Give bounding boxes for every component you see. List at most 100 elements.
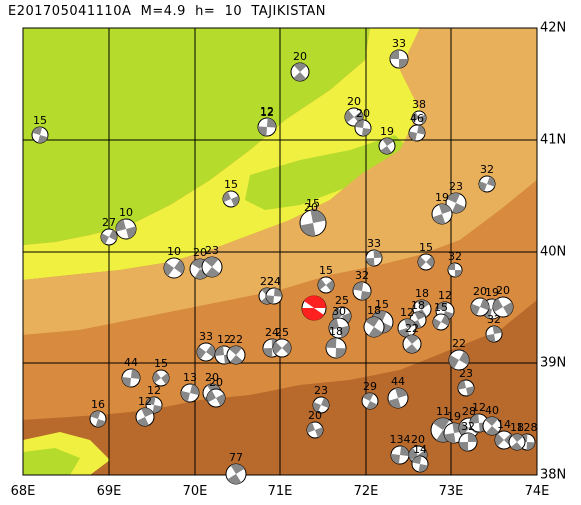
focal-mechanism: [485, 325, 503, 343]
lon-label-68: 68E: [10, 484, 36, 499]
depth-label: 30: [332, 305, 346, 318]
focal-mechanism: [152, 369, 170, 387]
depth-label: 12: [138, 395, 152, 408]
focal-mechanism: [201, 256, 223, 278]
focal-mechanism: [365, 249, 383, 267]
depth-label: 24: [265, 326, 279, 339]
depth-label: 32: [487, 313, 501, 326]
depth-label: 12: [217, 333, 231, 346]
depth-label: 24: [267, 275, 281, 288]
depth-label: 28: [462, 405, 476, 418]
focal-mechanism: [432, 313, 450, 331]
depth-label: 128: [517, 421, 538, 434]
focal-mechanism: [363, 316, 385, 338]
depth-label: 15: [154, 357, 168, 370]
lon-label-74: 74E: [524, 484, 550, 499]
depth-label: 20: [496, 284, 510, 297]
depth-label: 18: [415, 287, 429, 300]
depth-label: 32: [461, 420, 475, 433]
main-event-mechanism: [301, 295, 327, 321]
depth-label: 27: [102, 216, 116, 229]
focal-mechanism: [458, 432, 478, 452]
depth-label: 10: [167, 245, 181, 258]
focal-mechanism: [447, 262, 463, 278]
depth-label: 18: [510, 421, 524, 434]
depth-label: 14: [413, 443, 427, 456]
depth-label: 13: [183, 371, 197, 384]
focal-mechanism: [121, 368, 141, 388]
depth-label: 22: [405, 322, 419, 335]
focal-mechanism: [448, 349, 470, 371]
depth-label: 19: [447, 410, 461, 423]
depth-label: 33: [392, 37, 406, 50]
depth-label: 32: [480, 163, 494, 176]
focal-mechanism: [445, 192, 467, 214]
focal-mechanism: [265, 287, 283, 305]
focal-mechanism: [317, 276, 335, 294]
lat-label-39: 39N: [540, 355, 567, 371]
depth-label: 16: [91, 398, 105, 411]
focal-mechanism: [206, 388, 226, 408]
depth-label: 33: [367, 237, 381, 250]
focal-mechanism: [411, 110, 427, 126]
lat-label-42: 42N: [540, 20, 567, 36]
depth-label: 44: [391, 375, 405, 388]
depth-label: 134: [390, 433, 411, 446]
lon-label-71: 71E: [267, 484, 293, 499]
focal-mechanism: [417, 253, 435, 271]
focal-mechanism: [387, 387, 409, 409]
lon-label-70: 70E: [182, 484, 208, 499]
depth-label: 38: [412, 98, 426, 111]
depth-label: 32: [355, 269, 369, 282]
depth-label: 40: [485, 404, 499, 417]
depth-label: 15: [375, 298, 389, 311]
focal-mechanism: [402, 334, 422, 354]
depth-label: 20: [193, 246, 207, 259]
focal-mechanism: [89, 410, 107, 428]
focal-mechanism: [325, 337, 347, 359]
depth-label: 18: [329, 325, 343, 338]
depth-label: 23: [459, 367, 473, 380]
lat-label-40: 40N: [540, 244, 567, 260]
depth-label: 12: [260, 105, 274, 118]
focal-mechanism: [494, 430, 514, 450]
focal-mechanism: [478, 175, 496, 193]
depth-label: 77: [229, 451, 243, 464]
depth-label: 12: [260, 106, 274, 119]
depth-label: 15: [33, 114, 47, 127]
depth-label: 19: [485, 286, 499, 299]
focal-mechanism: [411, 455, 429, 473]
focal-mechanism: [196, 342, 216, 362]
terrain-south-lowland: [23, 448, 80, 475]
focal-mechanism: [312, 396, 330, 414]
depth-label: 44: [124, 356, 138, 369]
depth-label: 12: [400, 306, 414, 319]
depth-label: 32: [448, 250, 462, 263]
depth-label: 20: [304, 201, 318, 214]
depth-label: 20: [308, 409, 322, 422]
focal-mechanism: [100, 228, 118, 246]
depth-label: 25: [275, 326, 289, 339]
focal-mechanism: [272, 338, 292, 358]
depth-label: 20: [209, 376, 223, 389]
focal-mechanism: [389, 49, 409, 69]
lon-label-73: 73E: [438, 484, 464, 499]
focal-mechanism: [408, 124, 426, 142]
depth-label: 19: [380, 125, 394, 138]
depth-label: 46: [410, 112, 424, 125]
depth-label: 22: [452, 337, 466, 350]
focal-mechanism: [135, 407, 155, 427]
depth-label: 29: [363, 380, 377, 393]
focal-mechanism: [115, 218, 137, 240]
focal-mechanism: [470, 297, 490, 317]
lat-label-41: 41N: [540, 132, 567, 148]
depth-label: 15: [419, 241, 433, 254]
depth-label: 12: [147, 384, 161, 397]
depth-label: 15: [434, 301, 448, 314]
focal-mechanism: [180, 383, 200, 403]
focal-mechanism: [299, 209, 327, 237]
lon-label-72: 72E: [353, 484, 379, 499]
focal-mechanism: [163, 257, 185, 279]
